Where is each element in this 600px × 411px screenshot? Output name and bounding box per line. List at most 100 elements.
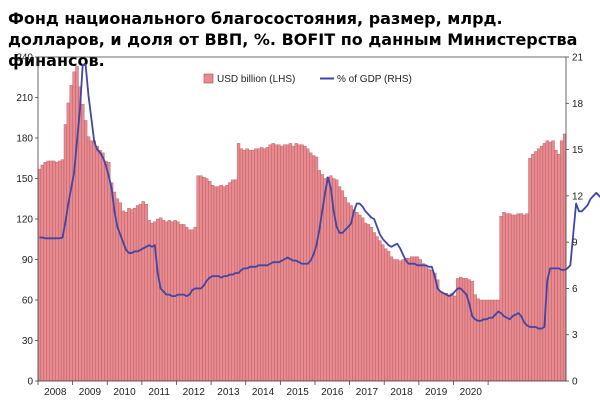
bar-usd-billion	[395, 259, 399, 382]
legend-label-gdp: % of GDP (RHS)	[337, 74, 412, 85]
bar-usd-billion	[40, 164, 45, 382]
bar-usd-billion	[144, 203, 148, 382]
x-tick-label: 2016	[321, 387, 344, 398]
bar-usd-billion	[173, 220, 177, 382]
bar-usd-billion	[410, 256, 414, 382]
bar-usd-billion	[176, 221, 180, 382]
bar-usd-billion	[280, 145, 284, 382]
bar-usd-billion	[66, 102, 70, 382]
bar-usd-billion	[75, 66, 79, 382]
bar-usd-billion	[502, 212, 506, 382]
bar-usd-billion	[398, 260, 402, 382]
bar-usd-billion	[444, 293, 448, 382]
bar-usd-billion	[107, 162, 111, 382]
bar-usd-billion	[516, 213, 521, 382]
bar-usd-billion	[55, 162, 59, 382]
bar-usd-billion	[323, 178, 327, 382]
bar-usd-billion	[531, 154, 535, 382]
bar-usd-billion	[234, 179, 238, 382]
left-axis-ticks: 0 30 60 90 120 150 180 210 240	[16, 53, 38, 388]
bar-usd-billion	[239, 148, 244, 382]
bar-usd-billion	[375, 236, 379, 382]
bar-usd-billion	[470, 280, 474, 382]
bar-usd-billion	[179, 224, 183, 382]
bar-usd-billion	[311, 155, 316, 382]
right-tick-label: 0	[572, 377, 578, 388]
bar-usd-billion	[542, 143, 547, 382]
bar-usd-billion	[343, 197, 347, 382]
bar-usd-billion	[314, 156, 319, 382]
bar-usd-billion	[407, 257, 411, 382]
bar-usd-billion	[98, 149, 102, 382]
bar-usd-billion	[335, 179, 339, 382]
bar-usd-billion	[167, 220, 171, 382]
right-tick-label: 9	[572, 238, 578, 249]
bar-usd-billion	[505, 213, 509, 382]
bar-usd-billion	[89, 140, 94, 382]
bar-usd-billion	[236, 143, 241, 382]
bar-usd-billion	[554, 149, 558, 382]
bar-usd-billion	[216, 186, 221, 382]
x-tick-label: 2017	[356, 387, 379, 398]
bar-usd-billion	[130, 209, 134, 382]
bar-usd-billion	[210, 185, 215, 382]
bar-usd-billion	[83, 120, 88, 382]
right-tick-label: 15	[572, 145, 584, 156]
bar-usd-billion	[490, 299, 495, 382]
bar-usd-billion	[337, 186, 342, 382]
bar-usd-billion	[421, 263, 425, 382]
x-axis-ticks: 2008 2009 2010 2011 2012 2013 2014 2015 2016 2017…	[37, 381, 489, 398]
bar-usd-billion	[52, 160, 56, 382]
bar-usd-billion	[545, 140, 549, 382]
right-tick-label: 18	[572, 99, 584, 110]
x-tick-label: 2008	[44, 387, 67, 398]
bar-usd-billion	[43, 162, 47, 382]
bar-usd-billion	[479, 299, 483, 382]
bar-usd-billion	[412, 256, 417, 382]
bar-usd-billion	[358, 214, 362, 382]
bar-usd-billion	[193, 226, 197, 382]
bar-usd-billion	[418, 259, 422, 382]
x-tick-label: 2019	[425, 387, 448, 398]
bar-usd-billion	[389, 256, 394, 382]
bar-usd-billion	[228, 182, 232, 382]
x-tick-label: 2014	[252, 387, 275, 398]
x-tick-label: 2011	[148, 387, 170, 398]
left-tick-label: 210	[16, 93, 33, 104]
bar-usd-billion	[551, 140, 555, 382]
bar-usd-billion	[245, 148, 249, 382]
bar-usd-billion	[69, 85, 73, 382]
bar-usd-billion	[37, 168, 42, 382]
bar-usd-billion	[202, 176, 206, 382]
bar-usd-billion	[548, 141, 552, 382]
bar-usd-billion	[340, 190, 345, 382]
bar-usd-billion	[346, 202, 350, 382]
x-tick-label: 2010	[113, 387, 136, 398]
bar-usd-billion	[349, 205, 353, 382]
bar-usd-billion	[92, 140, 96, 382]
bar-usd-billion	[291, 145, 296, 382]
bar-usd-billion	[121, 210, 125, 382]
bar-usd-billion	[352, 209, 356, 382]
bar-usd-billion	[225, 185, 229, 382]
bar-usd-billion	[435, 279, 440, 382]
chart-title: Фонд национального благосостояния, разме…	[8, 9, 578, 70]
bar-usd-billion	[159, 217, 163, 382]
bar-usd-billion	[109, 182, 114, 382]
bar-usd-billion	[534, 151, 538, 382]
bar-usd-billion	[433, 272, 437, 382]
right-tick-label: 3	[572, 330, 578, 341]
left-tick-label: 120	[16, 215, 33, 226]
bar-usd-billion	[456, 278, 460, 382]
bar-usd-billion	[138, 203, 143, 382]
x-tick-label: 2020	[460, 387, 483, 398]
bar-usd-billion	[453, 295, 457, 382]
bar-usd-billion	[430, 270, 434, 382]
bar-usd-billion	[450, 293, 454, 382]
bar-usd-billion	[485, 299, 489, 382]
bar-usd-billion	[81, 104, 85, 382]
bar-usd-billion	[424, 266, 428, 382]
bar-usd-billion	[46, 160, 50, 382]
x-tick-label: 2013	[217, 387, 240, 398]
bar-usd-billion	[288, 143, 293, 382]
